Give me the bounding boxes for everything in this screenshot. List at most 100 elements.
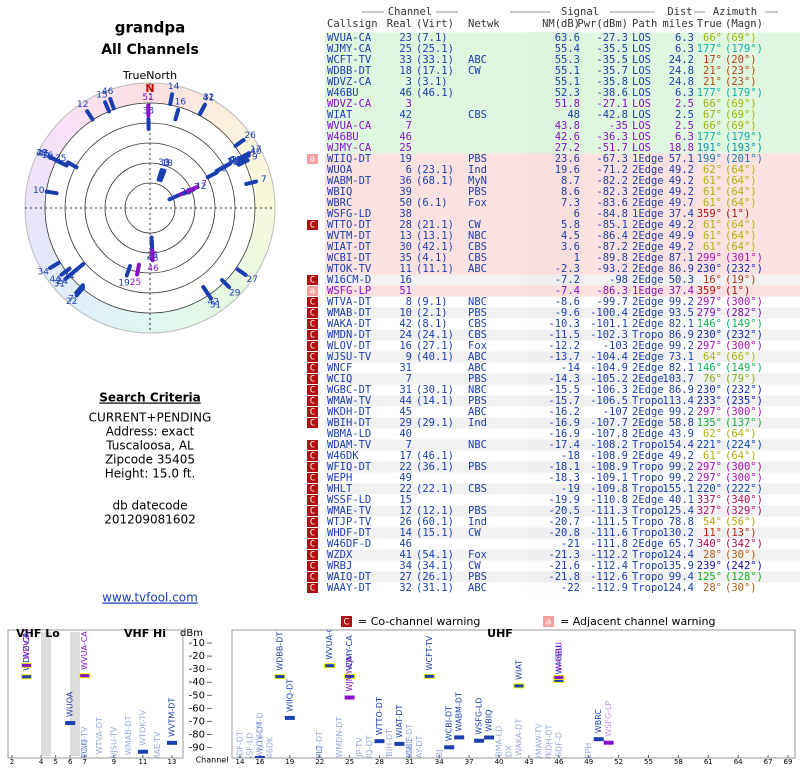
signal-mark [374, 739, 385, 744]
row-bg [325, 230, 800, 242]
cell-true: 297° [697, 296, 722, 308]
cell-pwr: -112.9 [590, 582, 628, 594]
cell-dist: 49.2 [669, 219, 694, 231]
cell-real: 9 [406, 351, 412, 363]
warn-marker [307, 220, 318, 230]
cell-magn: (300°) [725, 461, 763, 473]
station-bar [185, 185, 199, 194]
cell-netwk: ABC [468, 263, 487, 275]
cell-pwr: -82.2 [596, 175, 628, 187]
vhf-box [7, 629, 184, 759]
cell-nm: -19 [561, 483, 580, 495]
cell-pwr: -86.4 [596, 230, 628, 242]
cell-nm: -14 [561, 362, 580, 374]
signal-label: WDVZ-CA [22, 632, 31, 671]
cell-magn: (64°) [725, 450, 757, 462]
row-bg [325, 439, 800, 451]
row-bg [325, 32, 800, 44]
cell-nm: 5.8 [561, 219, 580, 231]
row-bg [325, 274, 800, 286]
y-tick-label: -80 [189, 729, 205, 740]
cell-pwr: -35 [609, 120, 628, 132]
cell-dist: 103.7 [662, 373, 694, 385]
cell-pwr: -82.3 [596, 186, 628, 198]
signal-mark [324, 663, 336, 669]
station-bar [219, 161, 232, 171]
col-header: (Magn) [725, 18, 763, 30]
warn-marker [307, 440, 318, 450]
x-tick-label: 9 [112, 758, 116, 766]
warn-marker [307, 506, 318, 516]
cell-pwr: -71.2 [596, 164, 628, 176]
cell-magn: (13°) [725, 527, 757, 539]
signal-label: WMAE-TV [153, 731, 162, 768]
warn-marker [307, 561, 318, 571]
row-bg [325, 43, 800, 55]
cell-path: 2Edge [632, 186, 664, 198]
cell-path: 2Edge [632, 263, 664, 275]
cell-virt: (6.1) [416, 197, 448, 209]
station-label: 9 [252, 152, 258, 162]
signal-mark [344, 695, 355, 700]
station-label: 36 [227, 158, 239, 168]
cell-dist: 113.4 [662, 395, 694, 407]
cell-magn: (56°) [725, 516, 757, 528]
signal-label: WVTM-DT [168, 698, 177, 737]
cell-real: 11 [399, 263, 412, 275]
signal-label: WTTO-DT [375, 697, 384, 735]
cell-virt: (14.1) [416, 395, 454, 407]
signal-label: WAAY-DT [415, 735, 424, 768]
cell-dist: 24.8 [669, 76, 694, 88]
x-tick-label: 5 [53, 758, 57, 766]
link[interactable]: www.tvfool.com [102, 591, 198, 605]
station-label: 16 [175, 98, 187, 108]
cell-magn: (300°) [725, 340, 763, 352]
station-label: 26 [244, 131, 256, 141]
x-tick-label: 52 [614, 758, 623, 766]
station-label: 19 [118, 279, 130, 289]
cell-true: 61° [703, 230, 722, 242]
warn-mark: a [310, 287, 315, 297]
station-bar [198, 102, 207, 116]
cell-pwr: -101.1 [590, 318, 628, 330]
cell-nm: -20.8 [548, 527, 580, 539]
cell-path: Tropo [632, 483, 664, 495]
north-label: TrueNorth [122, 69, 177, 82]
cell-pwr: -109.8 [590, 483, 628, 495]
cell-dist: 49.2 [669, 186, 694, 198]
warn-mark: C [310, 419, 315, 429]
cell-magn: (30°) [725, 582, 757, 594]
cell-magn: (64°) [725, 197, 757, 209]
row-bg [325, 472, 800, 484]
station-bar [244, 179, 259, 186]
signal-label: WSFG-LP [604, 701, 613, 737]
cell-magn: (232°) [725, 329, 763, 341]
cell-dist: 49.2 [669, 164, 694, 176]
cell-virt: (8.1) [416, 318, 448, 330]
warn-mark: C [310, 375, 315, 385]
station-label: 24 [57, 277, 69, 287]
cell-callsign: WRBJ [327, 560, 352, 572]
station-bar [74, 285, 86, 298]
row-bg [325, 131, 800, 143]
cell-callsign: WTTO-DT [327, 219, 372, 231]
cell-path: 2Edge [632, 428, 664, 440]
signal-mark [593, 737, 604, 742]
warn-mark: C [310, 584, 315, 594]
x-tick-label: 11 [138, 758, 147, 766]
cell-magn: (242°) [725, 560, 763, 572]
cell-real: 49 [399, 472, 412, 484]
col-header: Path [632, 18, 657, 30]
y-tick-label: -90 [189, 743, 205, 754]
cell-pwr: -106.3 [590, 384, 628, 396]
cell-netwk: ABC [468, 406, 487, 418]
cell-true: 11° [703, 527, 722, 539]
cell-callsign: WSFG-LP [327, 285, 371, 297]
cell-real: 7 [406, 120, 412, 132]
warn-mark: C [310, 562, 315, 572]
row-bg [325, 285, 800, 297]
x-tick-label: 22 [315, 758, 324, 766]
cell-real: 46 [399, 131, 412, 143]
cell-path: Tropo [632, 439, 664, 451]
cell-nm: 7.3 [561, 197, 580, 209]
